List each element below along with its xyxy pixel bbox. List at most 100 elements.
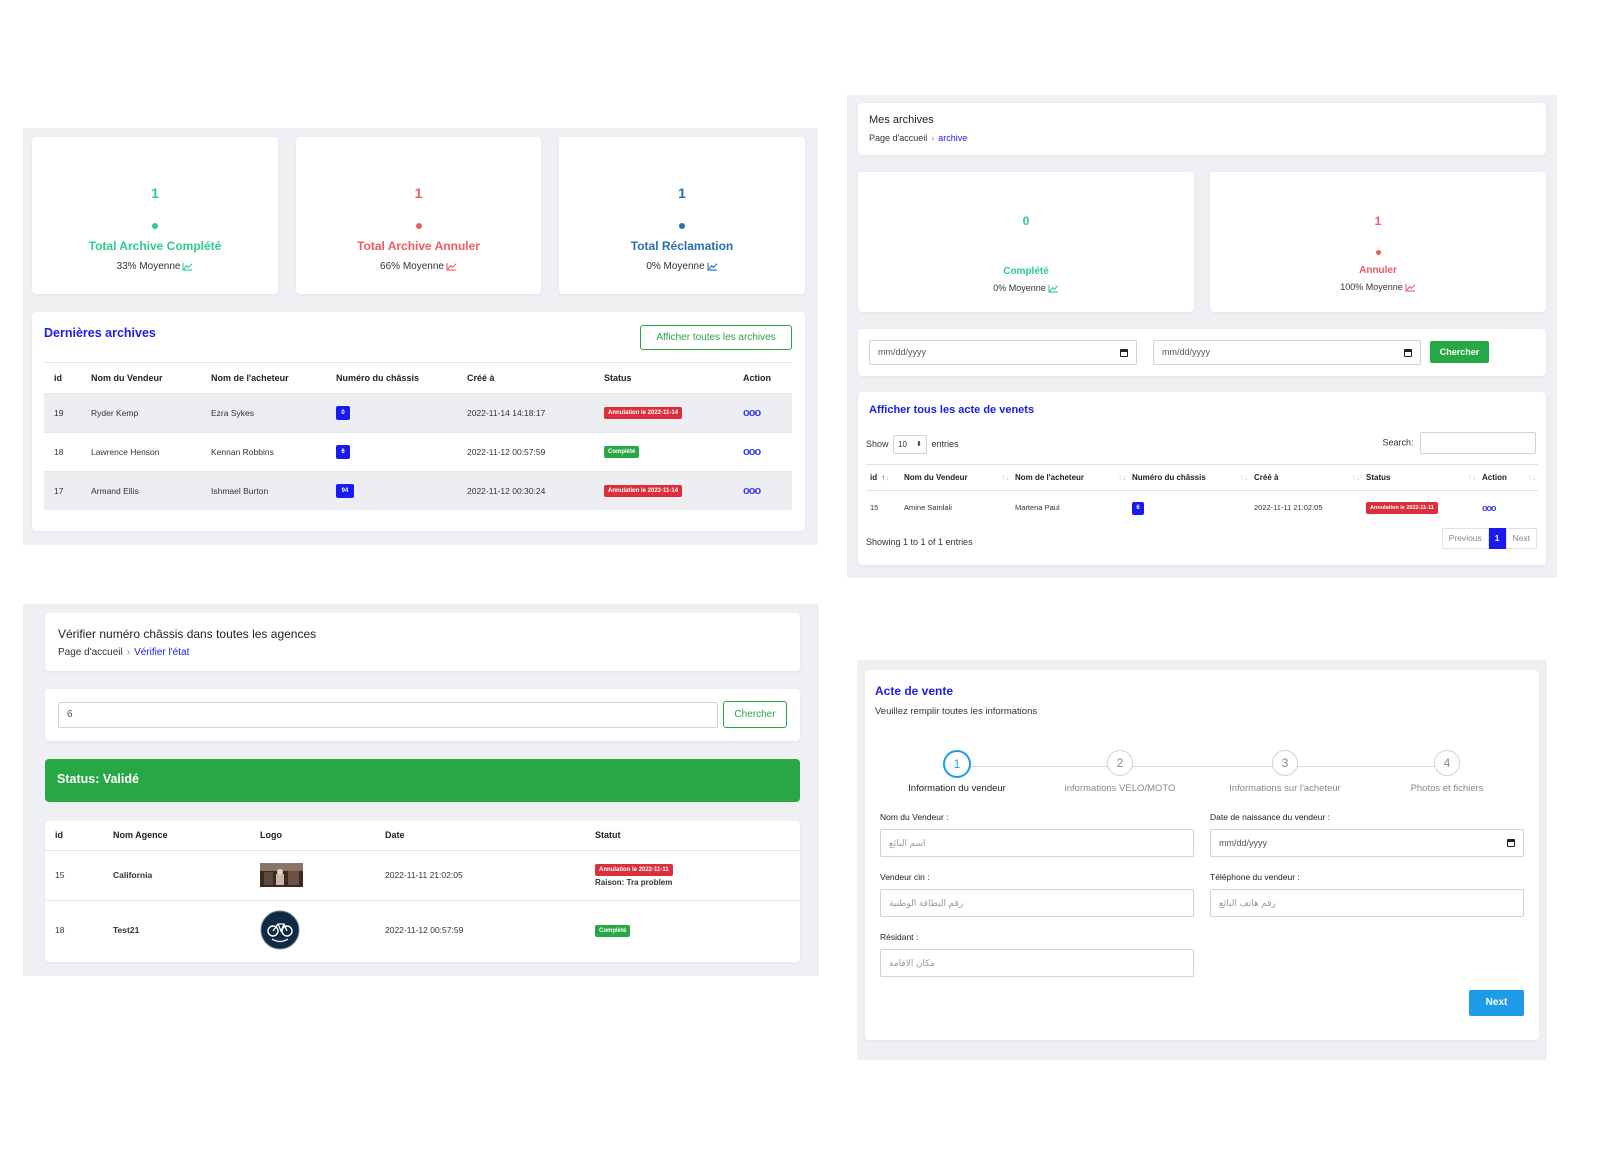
status-badge: Complété <box>595 924 631 937</box>
start-date-input[interactable]: mm/dd/yyyy <box>869 340 1137 365</box>
chevron-right-icon: › <box>126 647 131 658</box>
chassis-chip: 6 <box>336 444 350 459</box>
chassis-search-card: 6 Chercher <box>45 689 800 741</box>
sale-form-card: Acte de vente Veuillez remplir toutes le… <box>865 670 1539 1040</box>
entries-control: Show 10 ⬍ entries <box>866 435 959 454</box>
status-badge: Complété <box>604 446 640 458</box>
col-status: Status <box>604 372 632 383</box>
agency-logo-photo <box>260 863 303 887</box>
status-badge: Annulation le 2022-11-14 <box>604 485 683 498</box>
status-badge: Annulation le 2022-11-11 <box>595 864 673 876</box>
breadcrumb-current: archive <box>938 133 968 143</box>
col-action: Action <box>743 372 771 383</box>
status-badge: Annulation le 2022-11-14 <box>604 407 683 419</box>
more-options-icon[interactable]: ooo <box>743 445 761 458</box>
latest-archives-table-wrap: id Nom du Vendeur Nom de l'acheteur Numé… <box>44 362 792 510</box>
table-row: 19 Ryder Kemp Ezra Sykes 0 2022-11-14 14… <box>44 393 792 432</box>
entries-select[interactable]: 10 ⬍ <box>893 435 928 454</box>
sort-icon[interactable]: ↑↓ <box>1352 473 1360 482</box>
seller-name-label: Nom du Vendeur : <box>880 812 949 822</box>
birth-date-input[interactable]: mm/dd/yyyy <box>1210 829 1524 857</box>
list-title: Afficher tous les acte de venets <box>869 404 1035 416</box>
breadcrumb-home[interactable]: Page d'accueil <box>869 133 928 143</box>
chassis-number-input[interactable]: 6 <box>58 702 718 728</box>
chevron-right-icon: › <box>931 133 935 143</box>
page-title: Mes archives <box>869 114 934 126</box>
step-circle: 2 <box>1107 750 1133 776</box>
phone-label: Téléphone du vendeur : <box>1210 872 1300 882</box>
col-chassis[interactable]: Numéro du châssis <box>1132 473 1206 482</box>
archives-list-card: Afficher tous les acte de venets Show 10… <box>858 392 1546 565</box>
more-options-icon[interactable]: ooo <box>1482 502 1496 513</box>
archives-table-wrap: id ↑↓ Nom du Vendeur ↑↓ Nom de l'acheteur ↑… <box>866 464 1538 525</box>
more-options-icon[interactable]: ooo <box>743 484 761 497</box>
calendar-icon[interactable] <box>1404 348 1412 357</box>
col-id[interactable]: id <box>870 473 878 482</box>
col-status[interactable]: Status <box>1366 473 1391 482</box>
date-filter-card: mm/dd/yyyy mm/dd/yyyy Chercher <box>858 329 1546 376</box>
more-options-icon[interactable]: ooo <box>743 406 761 419</box>
stat-value: 0 <box>1022 214 1030 228</box>
phone-input[interactable]: رقم هاتف البائع <box>1210 889 1524 917</box>
trend-up-icon <box>182 262 193 271</box>
sort-icon[interactable]: ↑↓ <box>1528 473 1536 482</box>
col-statut: Statut <box>595 830 621 841</box>
sort-icon[interactable]: ↑↓ <box>1001 473 1009 482</box>
status-banner: Status: Validé <box>45 759 800 802</box>
step-4[interactable]: 4 Photos et fichiers <box>1387 750 1507 794</box>
calendar-icon[interactable] <box>1507 839 1515 847</box>
form-title: Acte de vente <box>875 684 954 698</box>
trend-up-icon <box>1048 285 1059 293</box>
end-date-input[interactable]: mm/dd/yyyy <box>1153 340 1421 365</box>
search-input[interactable] <box>1420 432 1536 454</box>
sort-icon[interactable]: ↑↓ <box>1468 473 1476 482</box>
latest-archives-title: Dernières archives <box>44 326 156 340</box>
pagination-page-1[interactable]: 1 <box>1488 528 1506 549</box>
table-row: 15 California 2022-11-11 21:02:05 <box>45 850 800 900</box>
step-2[interactable]: 2 informations VELO/MOTO <box>1060 750 1180 794</box>
sort-asc-icon[interactable]: ↑ <box>881 473 886 482</box>
col-logo: Logo <box>260 830 282 841</box>
search-button[interactable]: Chercher <box>723 701 787 728</box>
col-seller[interactable]: Nom du Vendeur <box>904 473 968 482</box>
stepper-line <box>957 766 1447 767</box>
stat-label: Total Réclamation <box>630 239 734 253</box>
sort-icon[interactable]: ↑↓ <box>1240 473 1248 482</box>
show-all-archives-button[interactable]: Afficher toutes les archives <box>640 325 792 350</box>
step-circle-active: 1 <box>943 750 971 778</box>
pagination-next[interactable]: Next <box>1505 528 1537 549</box>
col-action[interactable]: Action <box>1482 473 1507 482</box>
stat-value: 1 <box>1374 214 1382 228</box>
search-button[interactable]: Chercher <box>1430 341 1489 363</box>
seller-name-input[interactable]: اسم البائع <box>880 829 1194 857</box>
col-id: id <box>54 372 62 383</box>
step-label: Information du vendeur <box>908 783 1006 794</box>
stat-label: Complété <box>1003 266 1049 277</box>
calendar-icon[interactable] <box>1120 348 1128 357</box>
stat-card-completed: 0 Complété 0% Moyenne <box>858 172 1194 312</box>
table-row: 15 Amine Samlali Martena Paul 6 2022-11-… <box>870 501 1496 515</box>
sort-icon[interactable]: ↑↓ <box>1118 473 1126 482</box>
breadcrumb-home[interactable]: Page d'accueil <box>58 647 123 658</box>
pagination-previous[interactable]: Previous <box>1441 528 1489 549</box>
col-id: id <box>55 830 63 841</box>
resident-input[interactable]: مكان الاقامة <box>880 949 1194 977</box>
table-row: 18 Test21 2022-11-12 00:57:59 Complété <box>45 900 800 960</box>
col-buyer[interactable]: Nom de l'acheteur <box>1015 473 1085 482</box>
stat-card-cancelled: 1 Total Archive Annuler 66% Moyenne <box>296 137 541 294</box>
sort-desc-icon[interactable]: ↓ <box>885 473 890 482</box>
col-seller: Nom du Vendeur <box>91 372 163 383</box>
latest-archives-card: Dernières archives Afficher toutes les a… <box>32 312 805 531</box>
breadcrumb: Page d'accueil › archive <box>869 133 967 143</box>
col-created[interactable]: Créé à <box>1254 473 1279 482</box>
next-button[interactable]: Next <box>1469 990 1524 1016</box>
stat-card-completed: 1 Total Archive Complété 33% Moyenne <box>32 137 278 294</box>
stat-average: 0% Moyenne <box>559 261 805 272</box>
stat-value: 1 <box>678 185 686 201</box>
stat-dot <box>1375 250 1381 255</box>
trend-up-icon <box>1405 284 1416 292</box>
step-3[interactable]: 3 Informations sur l'acheteur <box>1218 750 1352 794</box>
stat-label: Annuler <box>1359 265 1397 276</box>
cin-input[interactable]: رقم البطاقة الوطنية <box>880 889 1194 917</box>
step-1[interactable]: 1 Information du vendeur <box>897 750 1017 794</box>
